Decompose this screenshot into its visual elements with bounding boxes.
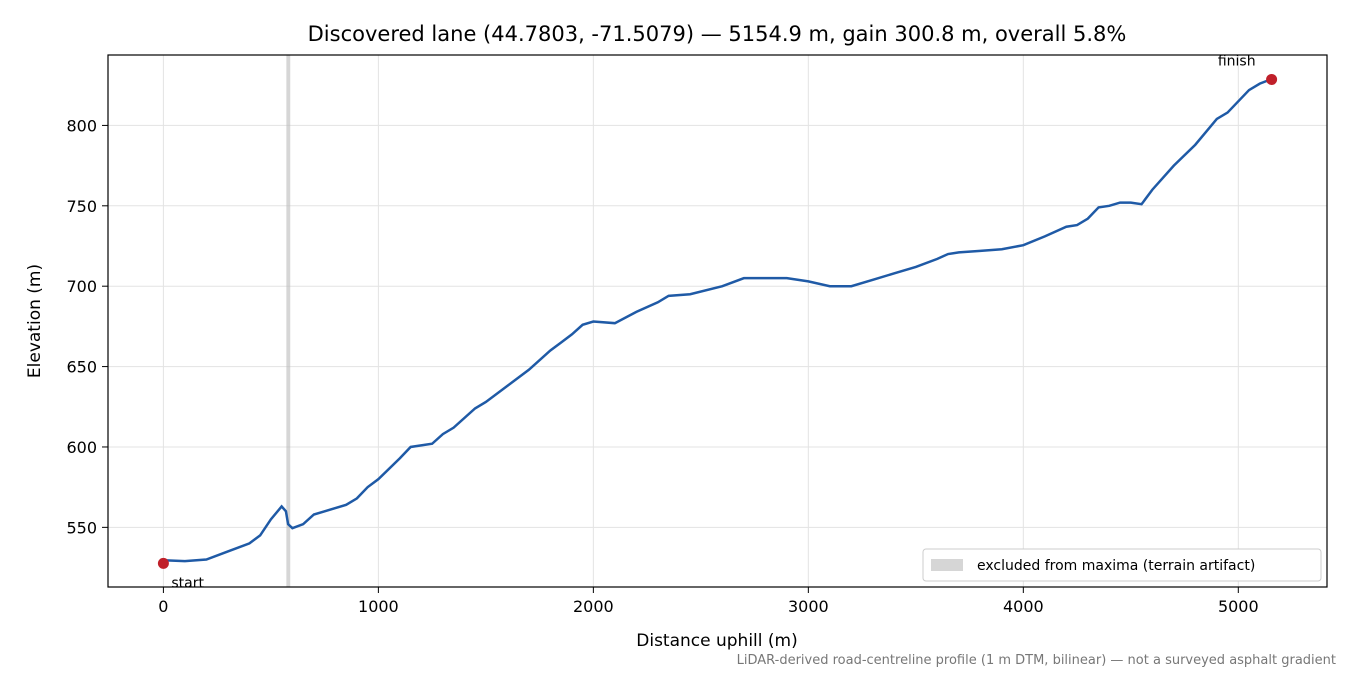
plot-frame <box>107 54 1328 588</box>
legend-box <box>922 548 1322 582</box>
endpoint-marker <box>157 557 169 569</box>
x-tick-label: 0 <box>158 597 168 616</box>
y-tick-label: 650 <box>66 358 97 377</box>
y-tick-label: 600 <box>66 438 97 457</box>
y-tick-label: 750 <box>66 197 97 216</box>
x-tick-label: 3000 <box>788 597 829 616</box>
y-tick-label: 800 <box>66 116 97 135</box>
x-axis-label: Distance uphill (m) <box>636 631 797 651</box>
x-tick-label: 1000 <box>358 597 399 616</box>
footnote: LiDAR-derived road-centreline profile (1… <box>737 653 1336 668</box>
legend-swatch <box>931 559 963 571</box>
x-tick-label: 4000 <box>1003 597 1044 616</box>
excluded-band <box>286 55 291 587</box>
y-tick-label: 700 <box>66 277 97 296</box>
x-tick-label: 5000 <box>1218 597 1259 616</box>
endpoint-marker <box>1266 73 1278 85</box>
y-axis-label: Elevation (m) <box>25 264 45 378</box>
x-tick-label: 2000 <box>573 597 614 616</box>
legend-label: excluded from maxima (terrain artifact) <box>977 558 1255 574</box>
endpoint-label: finish <box>1218 53 1256 69</box>
y-tick-label: 550 <box>66 518 97 537</box>
elevation-line <box>163 77 1273 563</box>
chart-title: Discovered lane (44.7803, -71.5079) — 51… <box>308 22 1127 46</box>
endpoint-label: start <box>171 575 204 591</box>
